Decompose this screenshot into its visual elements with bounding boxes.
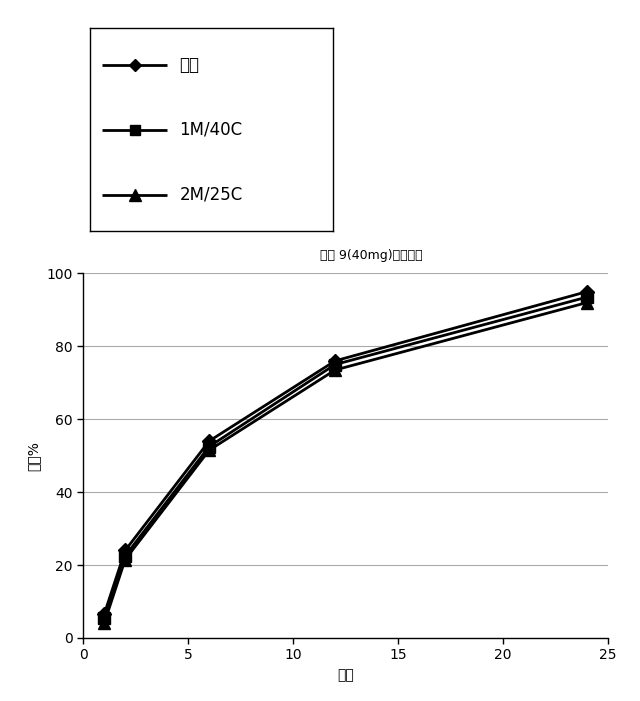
初期 [583, 287, 591, 296]
Y-axis label: 放出%: 放出% [27, 441, 41, 470]
初期 [122, 546, 129, 554]
Line: 1M/40C: 1M/40C [99, 292, 593, 623]
Text: 2M/25C: 2M/25C [180, 186, 243, 204]
初期 [205, 437, 213, 445]
2M/25C [205, 446, 213, 454]
初期 [332, 357, 339, 365]
X-axis label: 時間: 時間 [337, 668, 354, 682]
2M/25C [100, 619, 108, 627]
1M/40C [332, 360, 339, 369]
Line: 初期: 初期 [99, 287, 592, 619]
Text: 初期: 初期 [180, 55, 200, 74]
1M/40C [205, 442, 213, 451]
2M/25C [332, 366, 339, 374]
初期 [100, 610, 108, 618]
Line: 2M/25C: 2M/25C [98, 297, 593, 629]
Text: 製剤 9(40mg)平均結果: 製剤 9(40mg)平均結果 [320, 250, 422, 262]
1M/40C [583, 293, 591, 301]
1M/40C [100, 613, 108, 622]
1M/40C [122, 552, 129, 560]
2M/25C [122, 555, 129, 564]
Text: 1M/40C: 1M/40C [180, 121, 243, 139]
2M/25C [583, 299, 591, 307]
